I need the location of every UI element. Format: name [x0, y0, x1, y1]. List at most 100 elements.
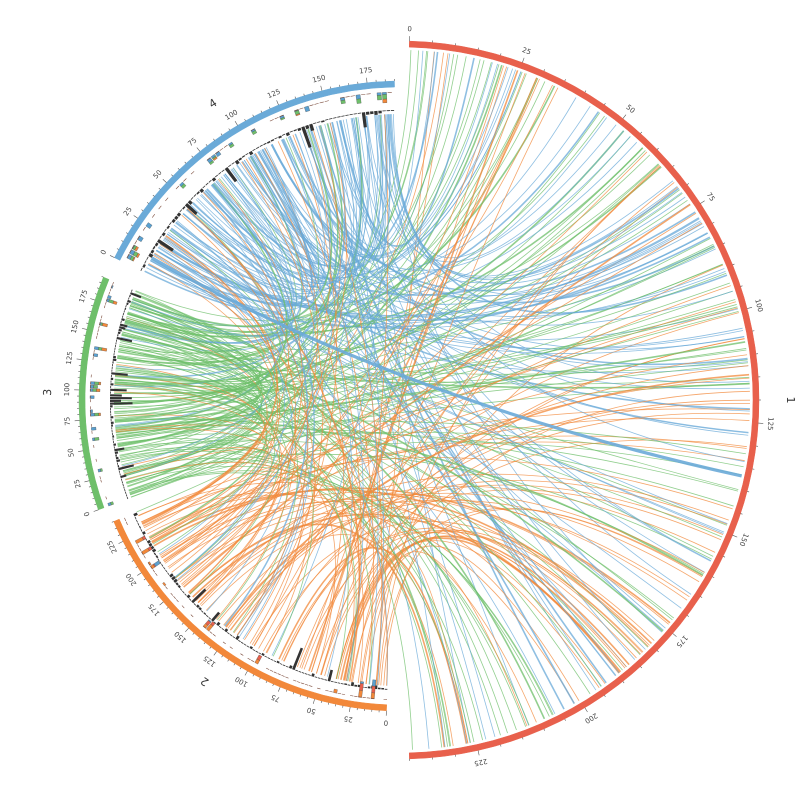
- histogram-baseline-chr-3: [94, 350, 95, 353]
- inner-histogram-bar-chr-4: [215, 175, 218, 178]
- tick-chr-1: [741, 514, 743, 515]
- histogram-baseline-chr-4: [191, 171, 195, 174]
- tick-chr-2: [214, 651, 217, 655]
- histogram-baseline-chr-3: [90, 389, 91, 392]
- inner-histogram-bar-chr-3: [112, 364, 113, 366]
- tick-chr-4: [245, 119, 246, 121]
- inner-histogram-bar-chr-4: [140, 268, 142, 271]
- inner-histogram-bar-chr-4: [282, 134, 285, 136]
- inner-histogram-bar-chr-2: [222, 628, 225, 630]
- inner-histogram-bar-chr-3: [123, 486, 124, 488]
- inner-histogram-bar-chr-3: [124, 489, 125, 491]
- inner-histogram-bar-chr-2: [201, 610, 204, 612]
- inner-histogram-bar-chr-2: [194, 603, 196, 605]
- inner-histogram-bar-chr-2: [148, 543, 152, 547]
- inner-histogram-bar-chr-2: [224, 628, 228, 632]
- histogram-baseline-chr-2: [247, 658, 250, 660]
- inner-histogram-bar-chr-2: [338, 682, 341, 683]
- inner-histogram-bar-chr-3: [123, 313, 124, 315]
- tick-label-chr-3: 75: [63, 417, 72, 426]
- histogram-baseline-chr-3: [104, 305, 105, 308]
- inner-histogram-bar-chr-4: [378, 111, 381, 114]
- tick-label-chr-4: 150: [312, 74, 327, 85]
- inner-histogram-bar-chr-2: [184, 593, 186, 596]
- tick-chr-2: [153, 591, 155, 592]
- inner-histogram-bar-chr-4: [142, 264, 146, 268]
- inner-histogram-bar-chr-4: [354, 113, 357, 114]
- tick-label-chr-1: 225: [473, 757, 488, 768]
- tick-label-chr-3: 150: [70, 319, 81, 334]
- inner-histogram-bar-chr-3: [124, 310, 125, 312]
- histogram-baseline-chr-3: [91, 375, 92, 378]
- inner-histogram-bar-chr-2: [137, 523, 139, 526]
- inner-histogram-bar-chr-3: [115, 342, 116, 344]
- inner-histogram-bar-chr-4: [245, 153, 248, 155]
- inner-histogram-bar-chr-4: [146, 257, 148, 260]
- histogram-baseline-chr-4: [275, 117, 279, 119]
- tick-chr-2: [228, 660, 229, 662]
- inner-histogram-bar-chr-2: [139, 526, 141, 529]
- inner-histogram-bar-chr-3: [121, 318, 125, 321]
- histogram-bar-chr-4: [341, 100, 346, 104]
- tick-label-chr-1: 150: [737, 532, 749, 547]
- inner-histogram-bar-chr-4: [349, 114, 352, 115]
- histogram-bar-chr-3: [91, 427, 96, 430]
- tick-chr-1: [673, 165, 675, 166]
- histogram-baseline-chr-2: [170, 593, 173, 596]
- inner-histogram-bar-chr-3: [110, 389, 127, 392]
- tick-chr-1: [604, 695, 605, 697]
- inner-histogram-bar-chr-3: [131, 290, 133, 292]
- histogram-baseline-chr-4: [158, 206, 161, 210]
- histogram-baseline-chr-3: [96, 336, 97, 339]
- inner-histogram-bar-chr-2: [165, 570, 167, 573]
- histogram-baseline-chr-2: [309, 685, 312, 687]
- tick-chr-1: [747, 491, 749, 492]
- inner-histogram-bar-chr-2: [385, 689, 388, 690]
- histogram-baseline-chr-2: [297, 681, 300, 683]
- tick-chr-3: [94, 510, 99, 512]
- histogram-bar-chr-3: [102, 323, 108, 327]
- inner-histogram-bar-chr-2: [142, 531, 146, 535]
- inner-histogram-bar-chr-2: [238, 640, 241, 642]
- histogram-bar-chr-2: [358, 690, 362, 697]
- inner-histogram-bar-chr-4: [290, 131, 293, 133]
- histogram-baseline-chr-3: [90, 406, 91, 409]
- inner-histogram-bar-chr-3: [111, 375, 112, 377]
- tick-chr-1: [585, 708, 588, 712]
- histogram-baseline-chr-3: [90, 396, 91, 399]
- histogram-bar-chr-2: [359, 683, 363, 690]
- tick-chr-4: [269, 107, 270, 109]
- inner-histogram-bar-chr-2: [180, 588, 182, 591]
- inner-histogram-bar-chr-2: [247, 645, 250, 647]
- tick-chr-4: [153, 195, 155, 196]
- histogram-baseline-chr-3: [98, 326, 99, 329]
- tick-chr-4: [117, 249, 119, 250]
- histogram-bar-chr-4: [356, 95, 361, 100]
- inner-histogram-bar-chr-2: [344, 683, 347, 685]
- tick-chr-3: [77, 359, 82, 360]
- tick-chr-4: [192, 156, 193, 158]
- tick-chr-1: [687, 615, 689, 616]
- histogram-bar-chr-3: [107, 295, 111, 299]
- histogram-bar-chr-3: [95, 382, 99, 385]
- inner-histogram-bar-chr-3: [111, 369, 112, 371]
- histogram-baseline-chr-4: [152, 214, 155, 218]
- inner-histogram-bar-chr-3: [114, 350, 115, 352]
- inner-histogram-bar-chr-3: [117, 462, 118, 464]
- tick-chr-1: [733, 535, 738, 537]
- inner-histogram-bar-chr-3: [122, 315, 123, 317]
- histogram-baseline-chr-4: [361, 94, 365, 95]
- inner-histogram-bar-chr-3: [125, 305, 126, 307]
- inner-histogram-bar-chr-2: [203, 612, 206, 615]
- tick-chr-2: [278, 687, 280, 692]
- tick-chr-1: [673, 633, 677, 636]
- inner-histogram-bar-chr-3: [115, 451, 118, 454]
- tick-label-chr-1: 50: [624, 103, 636, 115]
- inner-histogram-bar-chr-2: [135, 517, 137, 520]
- inner-histogram-bar-chr-2: [258, 652, 261, 654]
- histogram-baseline-chr-4: [220, 148, 224, 151]
- inner-histogram-bar-chr-2: [321, 678, 324, 679]
- tick-chr-1: [723, 243, 725, 244]
